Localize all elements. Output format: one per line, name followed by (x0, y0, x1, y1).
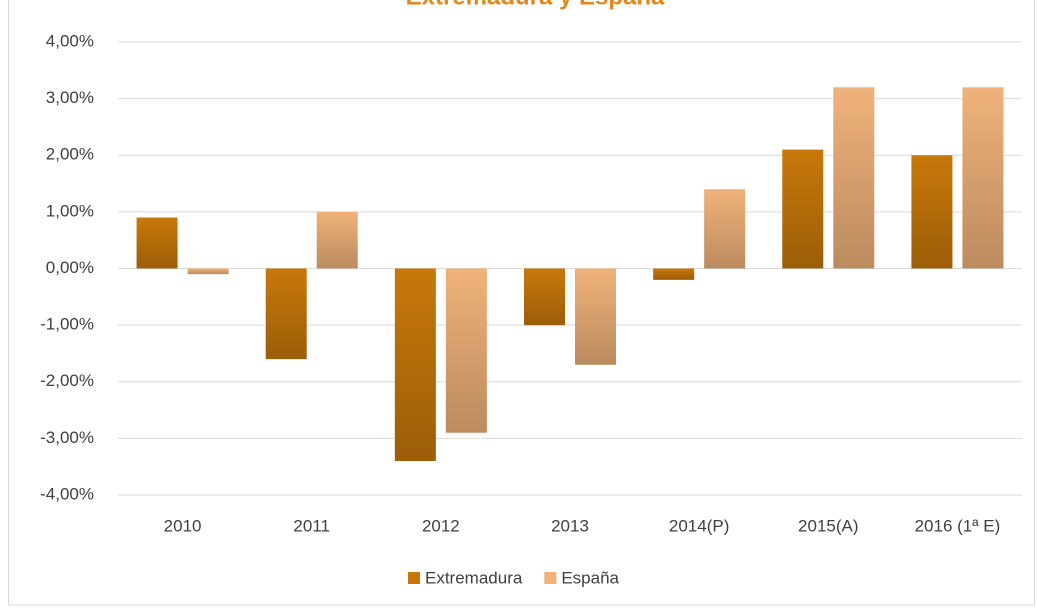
y-tick-label: 3,00% (46, 88, 94, 107)
x-tick-label: 2016 (1ª E) (915, 516, 1001, 535)
legend-swatch (408, 572, 420, 584)
chart-frame (8, 0, 1035, 606)
y-tick-label: -1,00% (40, 315, 94, 334)
bar-shade (524, 268, 565, 326)
bar-shade (833, 87, 875, 269)
bar-shade (962, 87, 1004, 269)
x-tick-label: 2012 (422, 516, 460, 535)
x-tick-label: 2014(P) (669, 516, 729, 535)
bar-shade (653, 268, 695, 280)
bar-shade (704, 189, 746, 269)
chart-title: Extremadura y España (406, 0, 665, 10)
y-tick-label: 2,00% (46, 145, 94, 164)
x-tick-label: 2013 (551, 516, 589, 535)
bar-shade (911, 155, 953, 269)
y-tick-label: -4,00% (40, 484, 94, 503)
y-tick-label: -2,00% (40, 371, 94, 390)
y-tick-label: -3,00% (40, 428, 94, 447)
bar-shade (265, 268, 307, 360)
bar-shade (316, 211, 358, 269)
x-tick-label: 2010 (164, 516, 202, 535)
x-tick-label: 2011 (293, 516, 330, 535)
bar-shade (187, 268, 229, 275)
legend-label: España (561, 568, 619, 587)
bar-shade (782, 149, 824, 269)
legend-swatch (544, 572, 557, 584)
y-tick-label: 1,00% (46, 201, 94, 220)
legend-label: Extremadura (425, 568, 523, 587)
bar-shade (575, 268, 616, 365)
bar-shade (394, 268, 436, 462)
y-tick-label: 0,00% (46, 258, 94, 277)
y-tick-label: 4,00% (46, 31, 94, 50)
bar-shade (136, 217, 178, 269)
x-tick-label: 2015(A) (798, 516, 858, 535)
bar-shade (445, 268, 487, 433)
